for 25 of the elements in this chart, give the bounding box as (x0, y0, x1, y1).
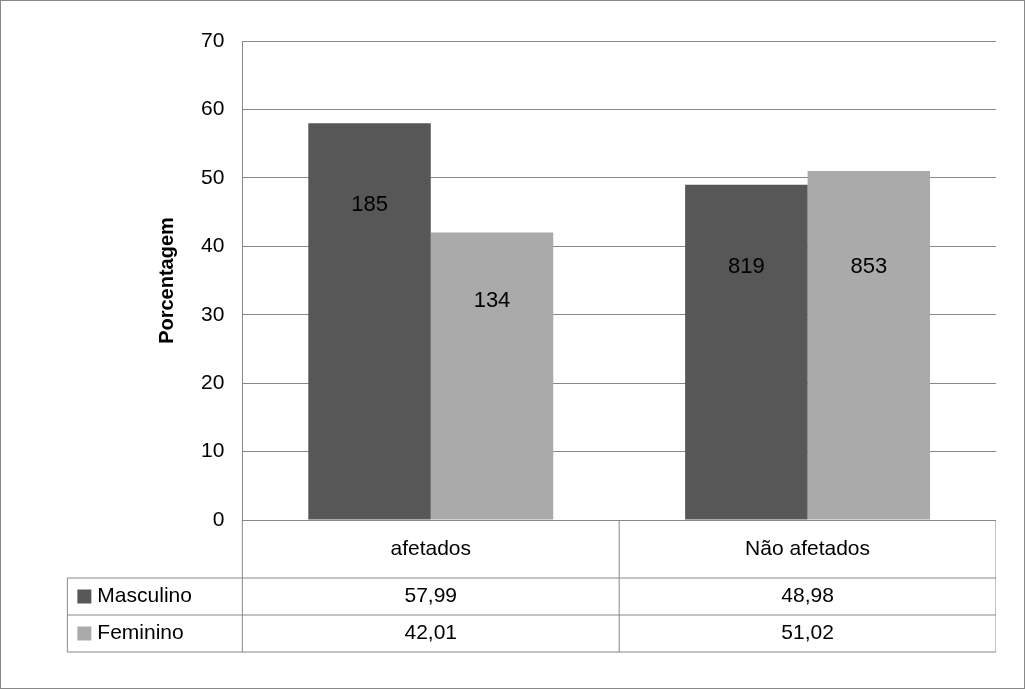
y-tick-label: 10 (201, 438, 225, 462)
annotation: 853 (850, 252, 888, 278)
legend-label: Feminino (97, 620, 184, 644)
x-tick-label: afetados (390, 535, 472, 559)
x-tick-label: Não afetados (745, 535, 871, 559)
annotation: 819 (728, 252, 765, 278)
y-tick-label: 40 (201, 233, 225, 257)
y-axis-title: Porcentagem (154, 217, 177, 344)
bar (807, 170, 931, 520)
data-label: 51,02 (781, 620, 834, 644)
bar (308, 123, 431, 520)
bar (430, 232, 554, 520)
y-tick-label: 20 (201, 369, 225, 393)
data-label: 42,01 (404, 620, 458, 644)
y-tick-label: 30 (201, 301, 225, 325)
bar (685, 184, 808, 520)
y-tick-label: 70 (201, 27, 225, 51)
legend-label: Masculino (97, 583, 192, 607)
annotation: 134 (473, 287, 511, 313)
y-tick-label: 50 (201, 164, 225, 188)
y-tick-label: 0 (212, 506, 225, 530)
data-label: 48,98 (781, 583, 834, 607)
y-tick-label: 60 (201, 96, 225, 120)
data-label: 57,99 (404, 583, 458, 607)
annotation: 185 (351, 191, 388, 217)
